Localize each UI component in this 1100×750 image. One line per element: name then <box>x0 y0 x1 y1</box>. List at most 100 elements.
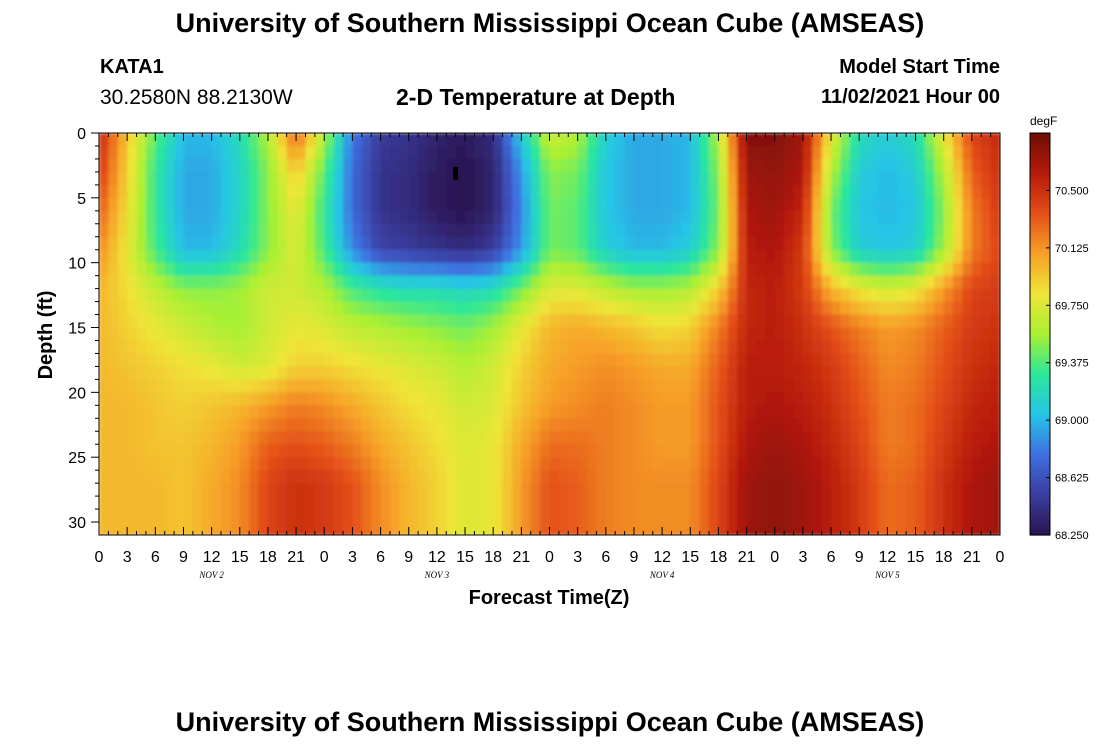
heatmap-cell <box>502 353 513 368</box>
heatmap-cell <box>737 366 748 380</box>
heatmap-cell <box>737 184 748 199</box>
colorbar-segment <box>1030 197 1050 200</box>
heatmap-cell <box>117 249 128 264</box>
heatmap-cell <box>361 509 372 523</box>
heatmap-cell <box>568 262 579 277</box>
heatmap-cell <box>915 431 926 445</box>
heatmap-cell <box>831 197 842 212</box>
colorbar-segment <box>1030 251 1050 255</box>
heatmap-cell <box>784 133 795 147</box>
heatmap-cell <box>427 262 438 277</box>
heatmap-cell <box>427 236 438 251</box>
heatmap-cell <box>915 405 926 419</box>
heatmap-cell <box>680 314 691 329</box>
heatmap-cell <box>164 522 175 535</box>
heatmap-cell <box>239 145 250 160</box>
heatmap-cell <box>831 392 842 406</box>
heatmap-cell <box>652 171 663 186</box>
heatmap-cell <box>333 496 344 510</box>
heatmap-cell <box>924 236 935 251</box>
heatmap-cell <box>380 418 391 432</box>
heatmap-cell <box>953 509 964 523</box>
heatmap-cell <box>174 444 185 458</box>
heatmap-cell <box>671 133 682 147</box>
heatmap-cell <box>709 133 720 147</box>
heatmap-cell <box>343 171 354 186</box>
heatmap-cell <box>849 145 860 160</box>
heatmap-cell <box>183 171 194 186</box>
heatmap-cell <box>877 249 888 264</box>
heatmap-cell <box>99 249 109 264</box>
heatmap-cell <box>540 509 551 523</box>
heatmap-cell <box>249 483 260 497</box>
heatmap-cell <box>709 236 720 251</box>
heatmap-cell <box>286 327 297 342</box>
heatmap-cell <box>474 288 485 303</box>
heatmap-cell <box>286 392 297 406</box>
heatmap-cell <box>577 457 588 471</box>
colorbar-segment <box>1030 199 1050 202</box>
heatmap-cell <box>314 223 325 238</box>
heatmap-cell <box>981 522 992 535</box>
heatmap-cell <box>709 340 720 355</box>
heatmap-cell <box>953 275 964 290</box>
heatmap-cell <box>286 418 297 432</box>
heatmap-cell <box>296 301 307 316</box>
heatmap-cell <box>896 496 907 510</box>
heatmap-cell <box>596 133 607 147</box>
heatmap-cell <box>671 444 682 458</box>
heatmap-cell <box>389 431 400 445</box>
heatmap-cell <box>343 145 354 160</box>
heatmap-cell <box>258 314 269 329</box>
heatmap-cell <box>774 470 785 484</box>
heatmap-cell <box>718 483 729 497</box>
heatmap-cell <box>774 223 785 238</box>
colorbar-segment <box>1030 311 1050 315</box>
heatmap-cell <box>746 210 757 225</box>
heatmap-cell <box>802 392 813 406</box>
heatmap-cell <box>511 496 522 510</box>
heatmap-cell <box>587 236 598 251</box>
heatmap-cell <box>699 470 710 484</box>
heatmap-cell <box>859 418 870 432</box>
y-tick-label: 25 <box>68 450 86 467</box>
heatmap-cell <box>643 340 654 355</box>
heatmap-cell <box>343 366 354 380</box>
heatmap-cell <box>690 158 701 173</box>
heatmap-cell <box>117 314 128 329</box>
heatmap-cell <box>587 431 598 445</box>
heatmap-cell <box>155 133 166 147</box>
heatmap-cell <box>408 418 419 432</box>
heatmap-cell <box>521 249 532 264</box>
heatmap-cell <box>352 431 363 445</box>
colorbar-segment <box>1030 185 1050 188</box>
heatmap-cell <box>840 444 851 458</box>
colorbar-segment <box>1030 436 1050 440</box>
colorbar-segment <box>1030 269 1050 273</box>
heatmap-cell <box>784 275 795 290</box>
heatmap-cell <box>737 236 748 251</box>
colorbar-segment <box>1030 207 1050 210</box>
heatmap-cell <box>455 470 466 484</box>
heatmap-cell <box>558 392 569 406</box>
heatmap-cell <box>474 158 485 173</box>
heatmap-cell <box>652 522 663 535</box>
heatmap-cell <box>793 353 804 368</box>
heatmap-cell <box>840 470 851 484</box>
heatmap-cell <box>840 171 851 186</box>
heatmap-cell <box>812 223 823 238</box>
heatmap-cell <box>718 418 729 432</box>
heatmap-cell <box>446 509 457 523</box>
heatmap-cell <box>718 249 729 264</box>
heatmap-cell <box>709 288 720 303</box>
colorbar-segment <box>1030 135 1050 138</box>
heatmap-cell <box>108 171 119 186</box>
heatmap-cell <box>934 379 945 393</box>
heatmap-cell <box>211 314 222 329</box>
heatmap-cell <box>436 483 447 497</box>
heatmap-cell <box>164 171 175 186</box>
heatmap-cell <box>258 483 269 497</box>
heatmap-cell <box>333 483 344 497</box>
heatmap-cell <box>784 431 795 445</box>
heatmap-cell <box>746 197 757 212</box>
